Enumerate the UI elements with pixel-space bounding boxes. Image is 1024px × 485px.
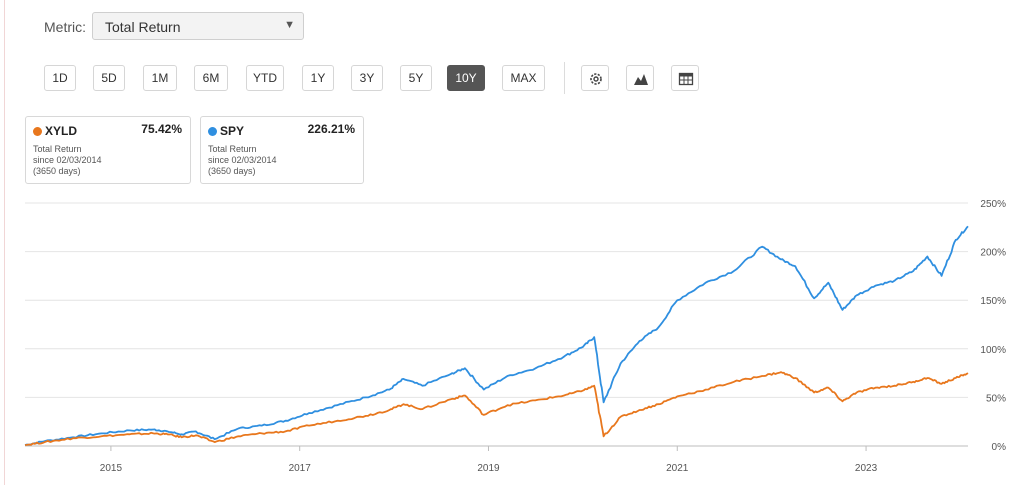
chevron-down-icon: ▼ bbox=[284, 19, 295, 31]
toolbar-divider bbox=[564, 62, 565, 94]
legend-since: since 02/03/2014 bbox=[208, 155, 277, 165]
range-button-3y[interactable]: 3Y bbox=[351, 65, 383, 91]
legend-days: (3650 days) bbox=[208, 166, 256, 176]
legend-metric: Total Return bbox=[208, 144, 257, 154]
spy-dot-icon bbox=[208, 127, 217, 136]
range-button-1m[interactable]: 1M bbox=[143, 65, 177, 91]
metric-select[interactable]: Total Return ▼ bbox=[92, 12, 304, 40]
range-button-5d[interactable]: 5D bbox=[93, 65, 125, 91]
legend-days: (3650 days) bbox=[33, 166, 81, 176]
y-tick-label: 250% bbox=[980, 199, 1006, 210]
y-tick-label: 150% bbox=[980, 296, 1006, 307]
range-button-5y[interactable]: 5Y bbox=[400, 65, 432, 91]
metric-label: Metric: bbox=[44, 19, 86, 35]
range-button-1y[interactable]: 1Y bbox=[302, 65, 334, 91]
legend-since: since 02/03/2014 bbox=[33, 155, 102, 165]
metric-selected-value: Total Return bbox=[105, 19, 181, 35]
series-line-spy bbox=[24, 225, 969, 446]
x-tick-label: 2017 bbox=[289, 463, 312, 474]
x-tick-label: 2019 bbox=[477, 463, 500, 474]
range-button-6m[interactable]: 6M bbox=[194, 65, 228, 91]
legend-card-xyld: XYLD 75.42% Total Return since 02/03/201… bbox=[25, 116, 191, 184]
x-tick-label: 2015 bbox=[100, 463, 123, 474]
series-line-xyld bbox=[24, 371, 969, 446]
y-tick-label: 50% bbox=[986, 393, 1006, 404]
legend-card-spy: SPY 226.21% Total Return since 02/03/201… bbox=[200, 116, 364, 184]
range-button-1d[interactable]: 1D bbox=[44, 65, 76, 91]
x-tick-label: 2021 bbox=[666, 463, 689, 474]
mountain-chart-icon bbox=[634, 74, 648, 85]
legend-metric: Total Return bbox=[33, 144, 82, 154]
legend-ticker: XYLD bbox=[45, 124, 78, 138]
legend-ticker: SPY bbox=[220, 124, 245, 138]
left-edge-rule bbox=[4, 0, 5, 485]
range-button-10y[interactable]: 10Y bbox=[447, 65, 485, 91]
range-button-ytd[interactable]: YTD bbox=[246, 65, 284, 91]
y-axis-ticks: 0% 50% 100% 150% 200% 250% bbox=[980, 199, 1006, 453]
x-tick-label: 2023 bbox=[855, 463, 878, 474]
range-button-max[interactable]: MAX bbox=[502, 65, 545, 91]
legend-value: 226.21% bbox=[307, 122, 355, 136]
x-axis-ticks: 2015 2017 2019 2021 2023 bbox=[100, 446, 878, 474]
chart-gridlines bbox=[25, 202, 968, 447]
y-tick-label: 100% bbox=[980, 345, 1006, 356]
y-tick-label: 200% bbox=[980, 248, 1006, 259]
xyld-dot-icon bbox=[33, 127, 42, 136]
table-view-button[interactable] bbox=[671, 65, 699, 91]
table-icon bbox=[678, 72, 694, 86]
chart-type-button[interactable] bbox=[626, 65, 654, 91]
chart-series bbox=[24, 225, 969, 446]
y-tick-label: 0% bbox=[992, 442, 1007, 453]
settings-button[interactable] bbox=[581, 65, 609, 91]
legend-value: 75.42% bbox=[141, 122, 182, 136]
gear-icon bbox=[590, 73, 602, 85]
